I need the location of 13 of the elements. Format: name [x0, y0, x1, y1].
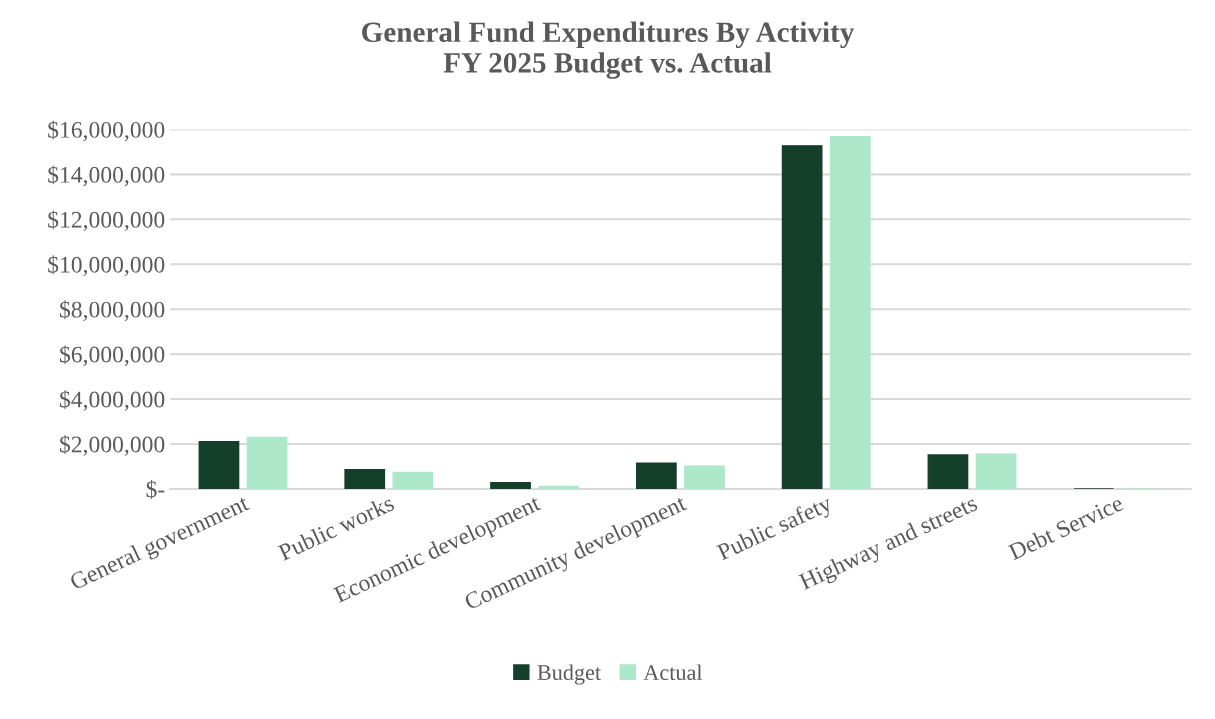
legend-label: Budget [537, 664, 601, 685]
y-tick-label: $- [146, 480, 165, 499]
chart-title: General Fund Expenditures By Activity FY 2025 Budget vs. Actual [362, 21, 855, 79]
y-tick-label: $4,000,000 [60, 390, 165, 411]
y-tick-label: $14,000,000 [48, 165, 165, 187]
y-tick-label: $10,000,000 [48, 255, 165, 277]
y-tick-label: $2,000,000 [60, 435, 165, 456]
legend-label: Actual [643, 664, 703, 681]
y-tick-label: $16,000,000 [48, 120, 165, 142]
x-tick-label: Debt Service [1007, 494, 1125, 561]
y-tick-label: $8,000,000 [60, 300, 165, 321]
y-tick-label: $12,000,000 [48, 210, 165, 232]
y-tick-label: $6,000,000 [60, 345, 165, 366]
